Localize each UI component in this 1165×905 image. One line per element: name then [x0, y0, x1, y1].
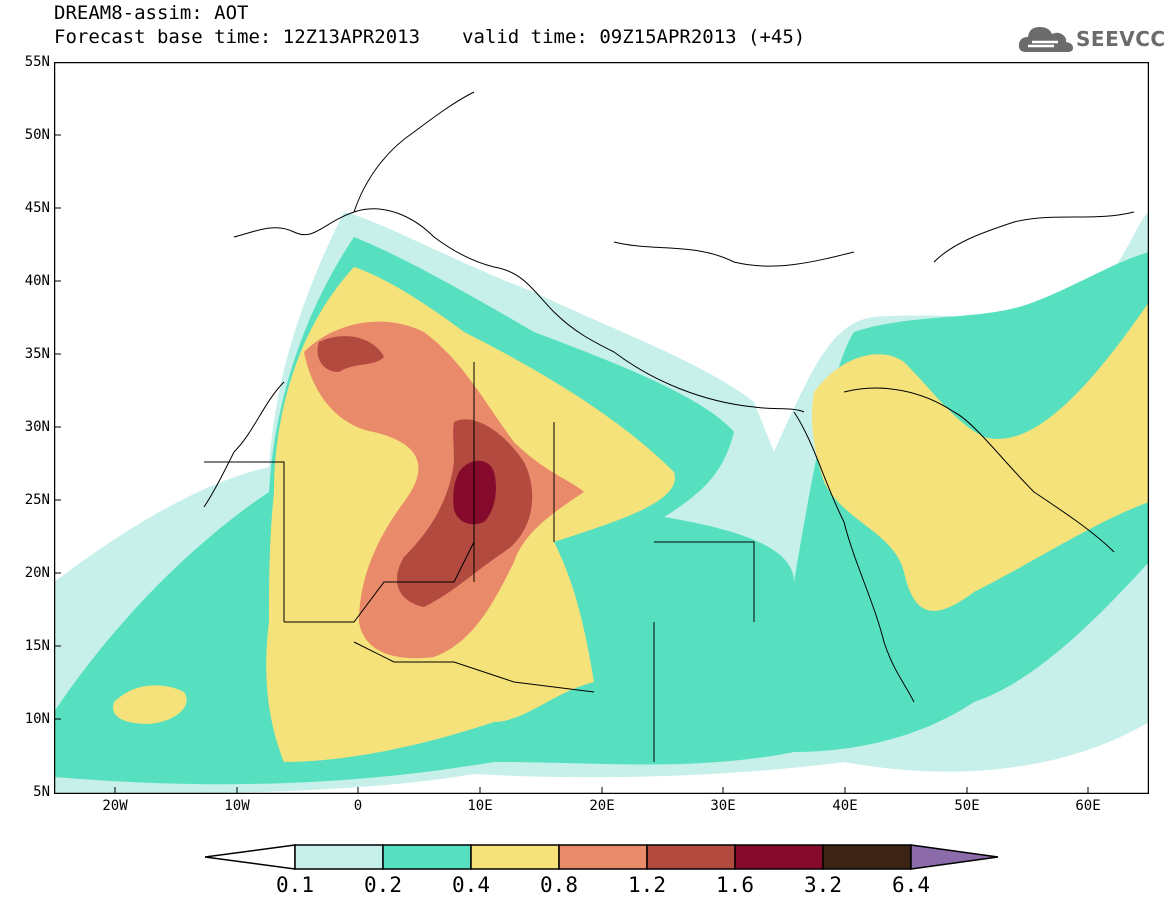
lat-label: 40N — [24, 273, 50, 289]
lat-label: 50N — [24, 127, 50, 143]
lon-label: 0 — [353, 798, 363, 814]
seevccc-logo: SEEVCCC — [1018, 22, 1165, 58]
lat-label: 35N — [24, 346, 50, 362]
legend-label: 1.6 — [716, 873, 754, 897]
lat-label: 25N — [24, 492, 50, 508]
color-bar-segment — [822, 844, 912, 870]
color-bar-segment — [294, 844, 384, 870]
lat-label: 45N — [24, 200, 50, 216]
legend-label: 0.1 — [276, 873, 314, 897]
lat-label: 20N — [24, 565, 50, 581]
lon-ticks — [114, 787, 1089, 794]
lon-label: 10E — [467, 798, 493, 814]
lat-label: 5N — [33, 784, 50, 800]
lon-label: 30E — [710, 798, 736, 814]
legend-label: 0.4 — [452, 873, 490, 897]
legend-label: 6.4 — [892, 873, 930, 897]
color-bar-segment — [558, 844, 648, 870]
color-bar-segment — [646, 844, 736, 870]
lon-label: 60E — [1075, 798, 1101, 814]
aot-map — [54, 62, 1149, 794]
legend-label: 1.2 — [628, 873, 666, 897]
color-bar-low-arrow — [205, 844, 296, 870]
lat-label: 10N — [24, 711, 50, 727]
valid-time: valid time: 09Z15APR2013 (+45) — [462, 26, 806, 48]
color-bar — [205, 844, 999, 870]
country-borders — [203, 91, 1135, 762]
legend-label: 3.2 — [804, 873, 842, 897]
lon-label: 20E — [589, 798, 615, 814]
lat-label: 15N — [24, 638, 50, 654]
logo-text: SEEVCCC — [1076, 27, 1165, 51]
legend-label: 0.8 — [540, 873, 578, 897]
aot-shading — [54, 212, 1149, 794]
cloud-icon — [1018, 27, 1073, 52]
lon-label: 20W — [102, 798, 128, 814]
forecast-times: Forecast base time: 12Z13APR2013 valid ti… — [54, 27, 805, 47]
lat-ticks — [54, 62, 61, 720]
color-bar-segment — [382, 844, 472, 870]
lon-label: 10W — [224, 798, 250, 814]
model-title: DREAM8-assim: AOT — [54, 2, 249, 24]
lat-label: 55N — [24, 54, 50, 70]
color-bar-segment — [734, 844, 824, 870]
color-bar-high-arrow — [910, 844, 999, 870]
base-time: Forecast base time: 12Z13APR2013 — [54, 26, 421, 48]
lat-label: 30N — [24, 419, 50, 435]
color-bar-segment — [470, 844, 560, 870]
lon-label: 40E — [832, 798, 858, 814]
legend-label: 0.2 — [364, 873, 402, 897]
lon-label: 50E — [954, 798, 980, 814]
